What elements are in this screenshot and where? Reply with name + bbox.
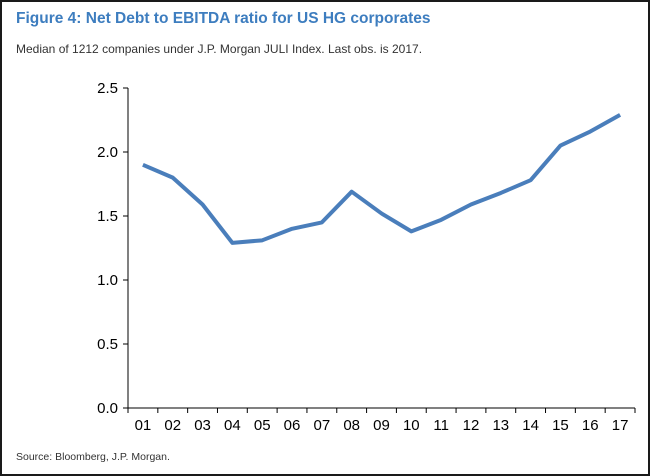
y-tick-label: 2.0 — [97, 144, 118, 161]
x-tick-label: 11 — [433, 417, 449, 434]
chart-title: Figure 4: Net Debt to EBITDA ratio for U… — [16, 10, 431, 27]
x-tick-label: 04 — [224, 417, 241, 434]
chart-source: Source: Bloomberg, J.P. Morgan. — [16, 451, 170, 463]
y-tick-label: 2.5 — [97, 80, 118, 97]
x-tick-label: 12 — [463, 417, 480, 434]
x-tick-label: 09 — [373, 417, 390, 434]
x-tick-label: 06 — [284, 417, 301, 434]
x-tick-label: 15 — [552, 417, 569, 434]
x-tick-label: 13 — [492, 417, 509, 434]
y-tick-label: 0.0 — [97, 400, 118, 417]
x-tick-label: 01 — [135, 417, 152, 434]
x-tick-label: 03 — [194, 417, 211, 434]
x-tick-label: 02 — [164, 417, 181, 434]
y-tick-label: 1.5 — [97, 208, 118, 225]
y-tick-label: 0.5 — [97, 336, 118, 353]
x-tick-label: 16 — [582, 417, 599, 434]
chart-subtitle: Median of 1212 companies under J.P. Morg… — [16, 42, 423, 56]
x-tick-label: 05 — [254, 417, 271, 434]
x-tick-label: 07 — [314, 417, 331, 434]
x-tick-label: 17 — [612, 417, 629, 434]
x-tick-label: 14 — [522, 417, 539, 434]
series-line — [142, 113, 622, 245]
x-tick-label: 08 — [343, 417, 360, 434]
y-tick-label: 1.0 — [97, 272, 118, 289]
x-tick-label: 10 — [403, 417, 420, 434]
